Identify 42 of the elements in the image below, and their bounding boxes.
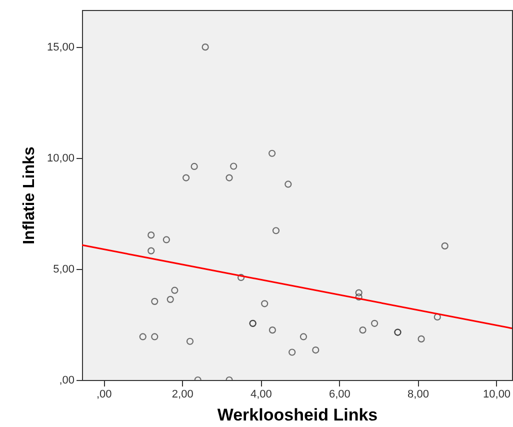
point [148, 232, 155, 239]
point [284, 180, 292, 188]
point [441, 242, 448, 250]
x-tick-label: 10,00 [483, 388, 511, 400]
point [202, 44, 209, 51]
point [359, 326, 366, 334]
point [288, 348, 296, 356]
point [182, 174, 190, 182]
point [171, 286, 178, 294]
point [268, 150, 276, 157]
point [300, 333, 308, 340]
point [186, 338, 194, 345]
y-axis-title: Inflatie Links [20, 146, 38, 244]
x-tick-label: 6,00 [329, 388, 350, 400]
y-tick-label: 5,00 [53, 264, 74, 276]
point [230, 162, 238, 170]
point [166, 296, 174, 303]
y-tick-label: ,00 [59, 374, 74, 386]
point [151, 298, 158, 305]
point [151, 333, 158, 340]
x-tick-label: 4,00 [250, 388, 272, 400]
point [268, 326, 276, 334]
x-tick-label: 8,00 [408, 388, 429, 400]
point [355, 293, 362, 301]
x-tick-label: ,00 [96, 388, 112, 400]
point [139, 333, 146, 340]
point [434, 313, 441, 321]
x-tick-label: 2,00 [172, 388, 194, 400]
y-tick-label: 15,00 [46, 42, 74, 54]
y-tick-label: 10,00 [46, 152, 74, 165]
x-axis-title: Werkloosheid Links [217, 406, 378, 424]
point [371, 320, 378, 327]
point [162, 236, 170, 244]
point [237, 274, 245, 281]
point [355, 289, 362, 296]
point [148, 247, 155, 254]
point [272, 227, 280, 234]
point [190, 162, 198, 170]
point [226, 174, 233, 182]
point [261, 300, 268, 308]
point [418, 335, 425, 342]
point [312, 346, 320, 354]
